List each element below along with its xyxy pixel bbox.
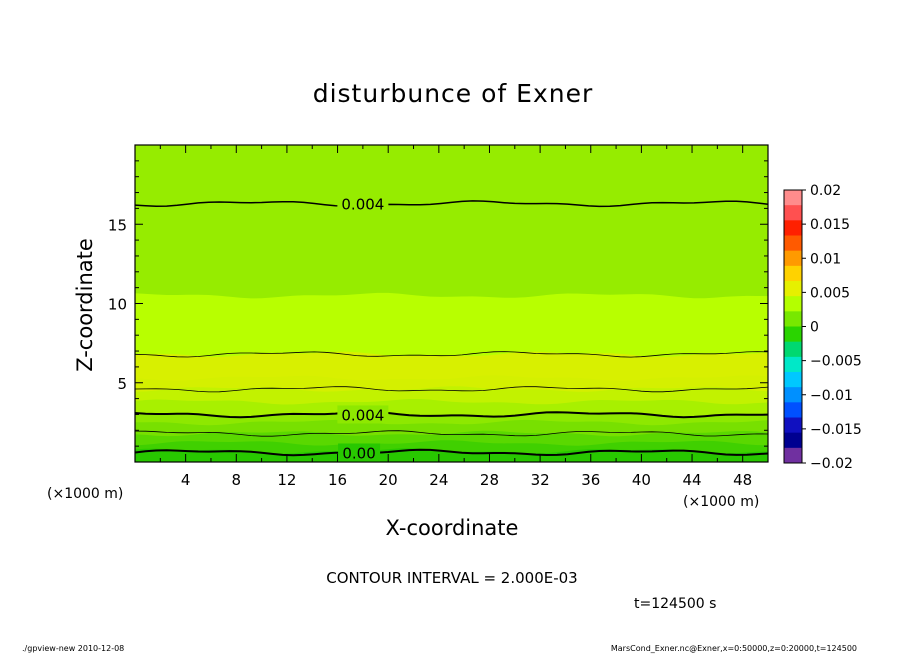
x-tick-label: 28 xyxy=(480,471,499,489)
contour-interval-text: CONTOUR INTERVAL = 2.000E-03 xyxy=(326,569,577,587)
contour-line xyxy=(135,448,768,457)
contour-label-background xyxy=(338,443,381,462)
y-tick-label: 10 xyxy=(108,296,127,314)
y-axis-label: Z-coordinate xyxy=(73,238,97,372)
x-tick-label: 32 xyxy=(531,471,550,489)
colorbar-swatch xyxy=(784,220,802,236)
x-tick-label: 12 xyxy=(277,471,296,489)
colorbar-label: 0.015 xyxy=(810,217,850,233)
colorbar-swatch xyxy=(784,447,802,464)
colorbar-label: −0.015 xyxy=(810,422,862,438)
colorbar-swatch xyxy=(784,402,802,418)
x-tick-label: 20 xyxy=(379,471,398,489)
colorbar-label: −0.005 xyxy=(810,354,862,370)
x-axis-label: X-coordinate xyxy=(386,516,519,540)
colorbar-label: 0.005 xyxy=(810,285,850,301)
x-tick-label: 40 xyxy=(632,471,651,489)
x-unit-label: (×1000 m) xyxy=(683,494,759,510)
colorbar: 0.02 0.015 0.01 0.005 0 −0.005 −0.01 −0.015 −0.0… xyxy=(783,183,862,472)
contour-line xyxy=(135,351,768,358)
y-axis-ticks: 5 10 15 xyxy=(108,160,768,447)
x-tick-label: 16 xyxy=(328,471,347,489)
colorbar-swatch xyxy=(784,326,802,343)
footer-right: MarsCond_Exner.nc@Exner,x=0:50000,z=0:20… xyxy=(611,644,857,653)
colorbar-swatch xyxy=(784,265,802,282)
y-tick-label: 5 xyxy=(117,375,127,393)
colorbar-swatch xyxy=(784,205,802,221)
colorbar-swatch xyxy=(784,250,802,267)
y-unit-label: (×1000 m) xyxy=(47,486,123,502)
x-tick-label: 36 xyxy=(581,471,600,489)
colorbar-swatch xyxy=(784,356,802,373)
x-tick-label: 44 xyxy=(682,471,701,489)
contour-line xyxy=(135,386,768,393)
colorbar-label: −0.02 xyxy=(810,456,853,472)
x-tick-label: 8 xyxy=(232,471,242,489)
time-text: t=124500 s xyxy=(634,596,716,612)
colorbar-label: 0.02 xyxy=(810,183,841,199)
colorbar-swatch xyxy=(784,190,802,206)
contour-line xyxy=(135,410,768,419)
chart-title: disturbunce of Exner xyxy=(313,79,594,108)
x-tick-label: 24 xyxy=(429,471,448,489)
colorbar-swatch xyxy=(784,311,802,327)
x-axis-ticks: 4 8 12 16 20 24 28 32 36 40 44 48 xyxy=(159,145,752,489)
colorbar-swatch xyxy=(784,387,802,403)
colorbar-label: 0.01 xyxy=(810,251,841,267)
contour-label: 0.00 xyxy=(342,444,375,462)
contour-label-background xyxy=(337,405,389,424)
colorbar-label: −0.01 xyxy=(810,388,853,404)
contour-label: 0.004 xyxy=(341,406,384,424)
colorbar-swatch xyxy=(784,296,802,312)
colorbar-swatch xyxy=(784,235,802,252)
colorbar-swatch xyxy=(784,432,802,449)
contour-label-background xyxy=(337,194,389,213)
colorbar-swatch xyxy=(784,417,802,434)
footer-left: ./gpview-new 2010-12-08 xyxy=(22,644,124,653)
contour-line xyxy=(135,430,768,437)
contour-lines xyxy=(135,200,768,457)
colorbar-swatch xyxy=(784,341,802,358)
y-tick-label: 15 xyxy=(108,216,127,234)
colorbar-swatch xyxy=(784,281,802,297)
contour-labels: 0.004 0.004 0.00 xyxy=(337,194,389,462)
colorbar-swatch xyxy=(784,372,802,388)
x-tick-label: 4 xyxy=(181,471,191,489)
contour-label: 0.004 xyxy=(341,196,384,214)
x-tick-label: 48 xyxy=(733,471,752,489)
colorbar-label: 0 xyxy=(810,320,819,336)
contour-line xyxy=(135,200,768,208)
